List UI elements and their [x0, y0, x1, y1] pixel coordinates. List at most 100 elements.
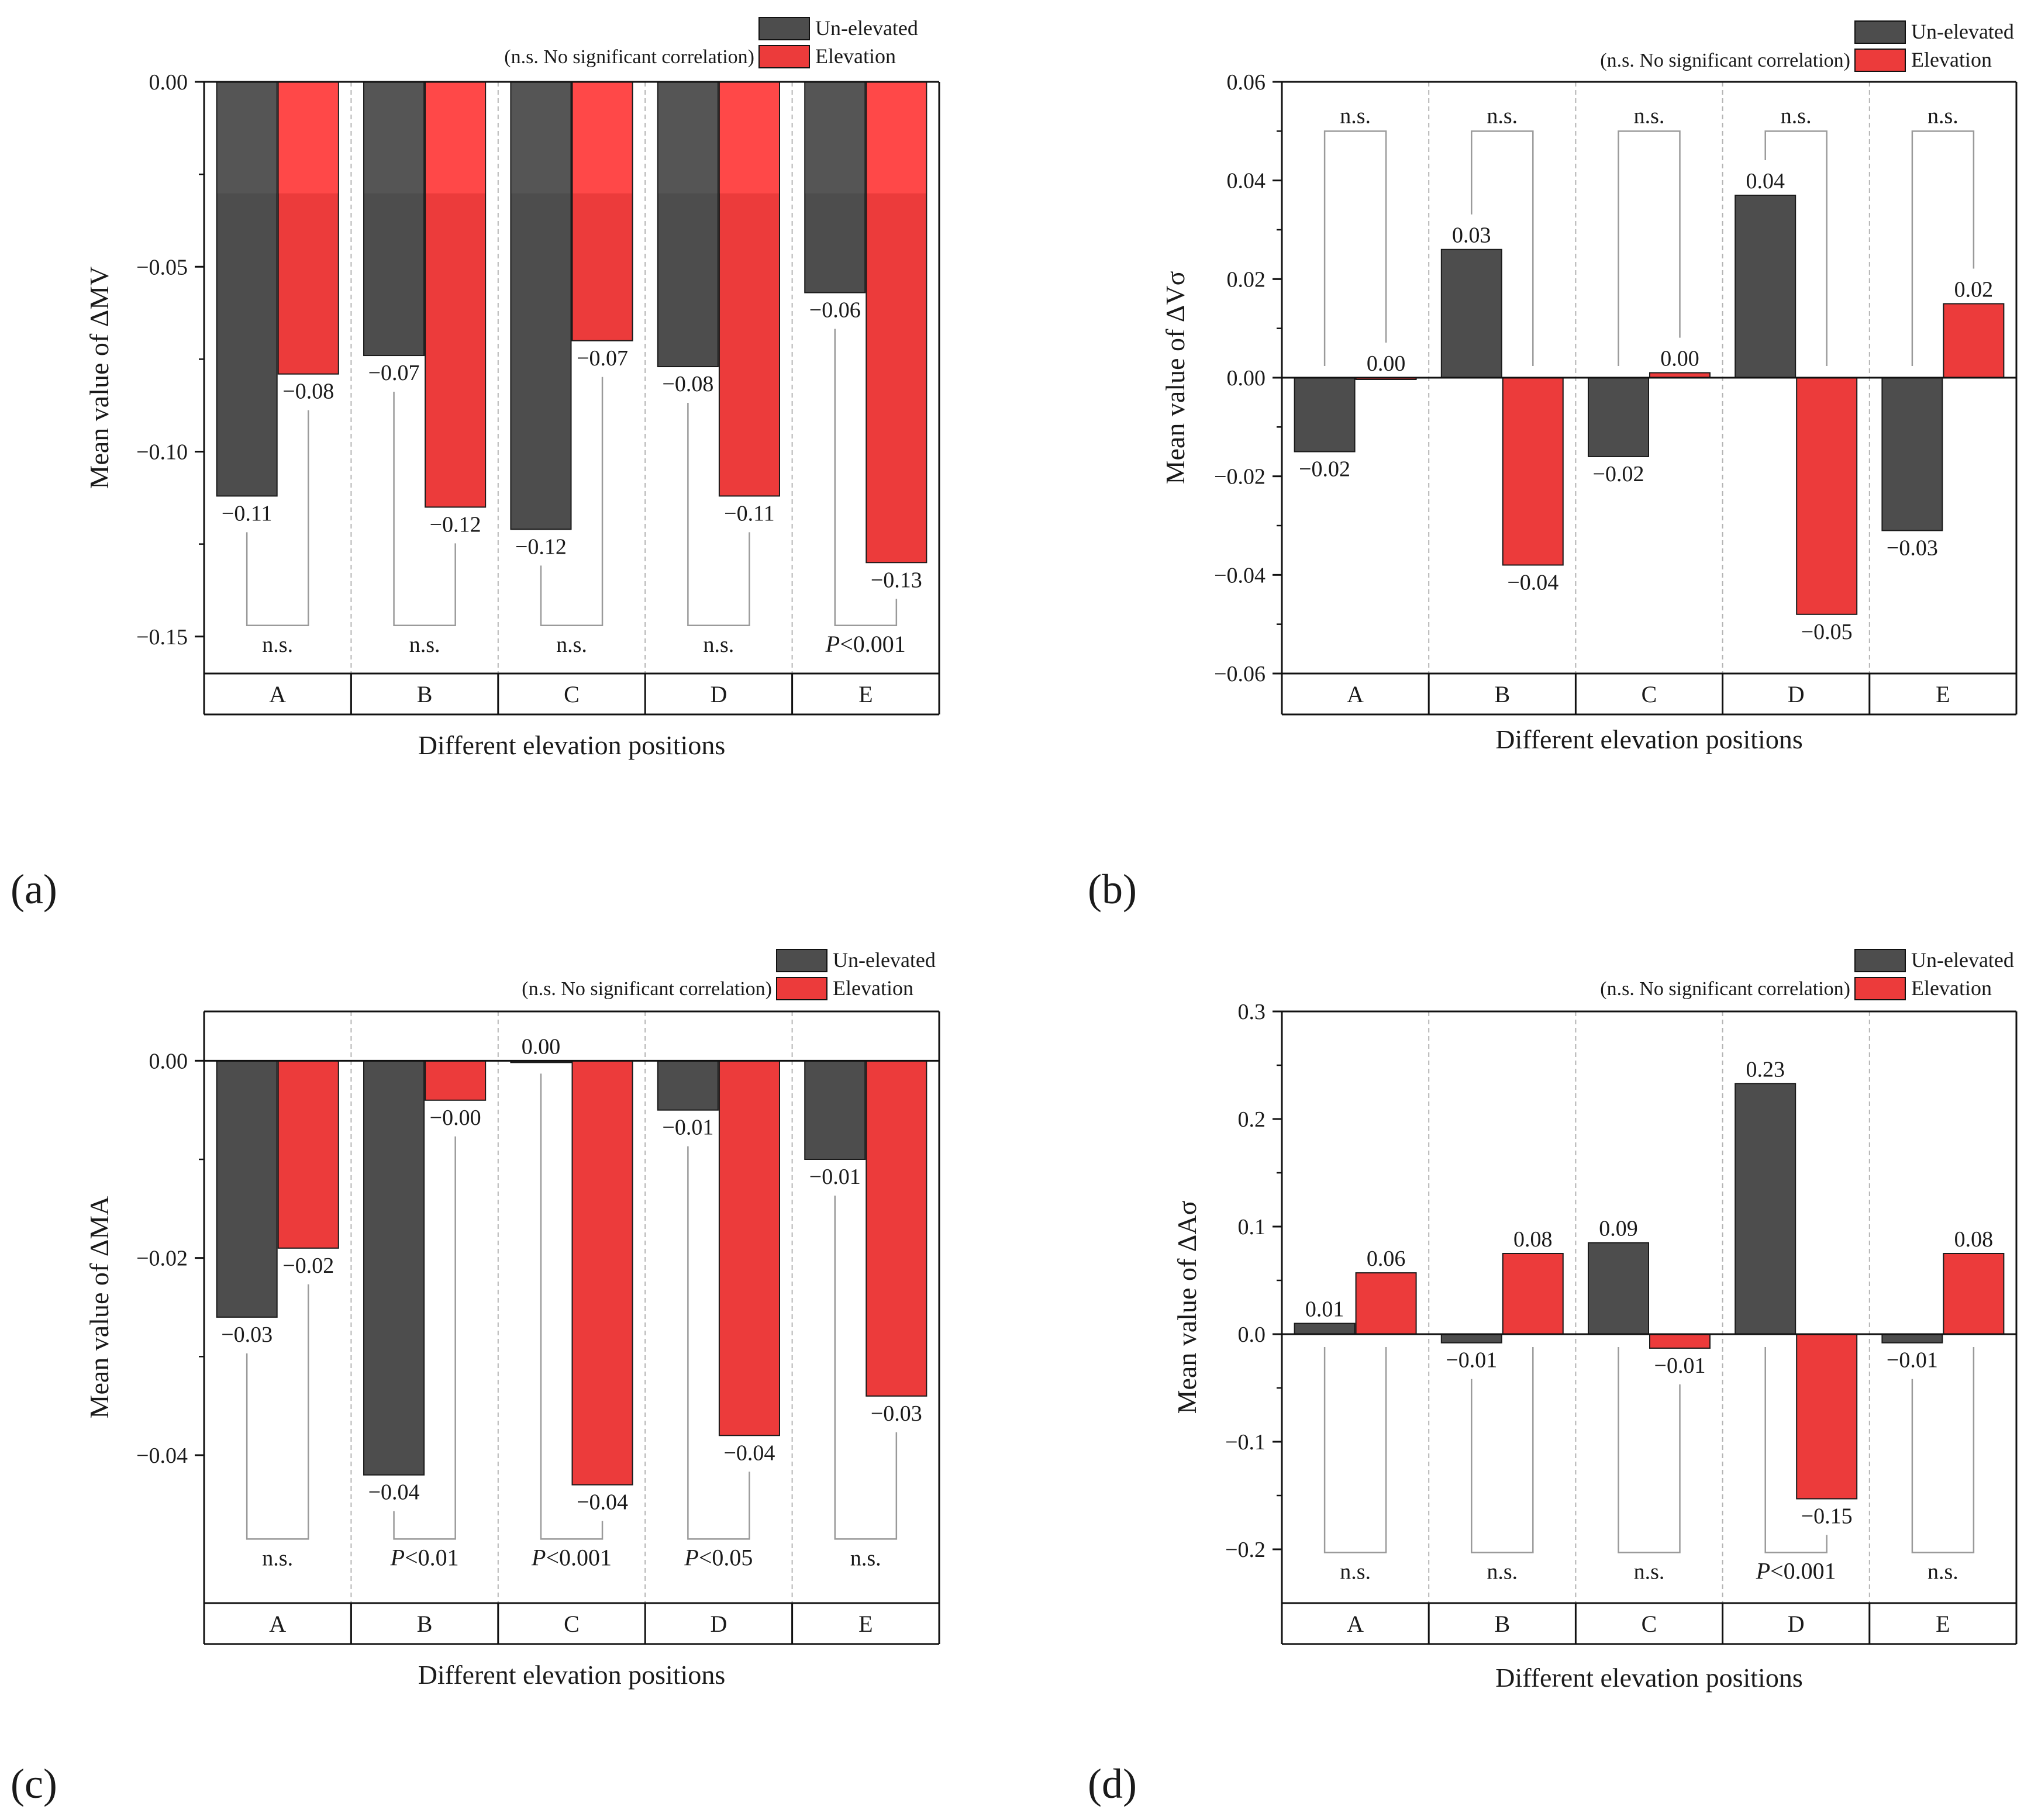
significance-bracket: [540, 1073, 604, 1540]
bar-elevation: [425, 1060, 487, 1101]
category-label: C: [564, 1611, 580, 1637]
chart-panel-b: (b) −0.02 0.03 −0.02 0.04 −0.03 0.00 −0.04 0.00 −…: [1088, 20, 2018, 913]
bar-value-label: −0.03: [1887, 536, 1938, 560]
panel-label: (c): [11, 1760, 57, 1807]
significance-label: n.s.: [1487, 103, 1518, 128]
legend-swatch-elevation: [776, 977, 827, 1000]
category-label: C: [1642, 681, 1657, 707]
legend-label-elevation: Elevation: [815, 44, 896, 68]
category-label: E: [858, 681, 873, 707]
bar-value-label: −0.12: [430, 512, 481, 537]
bar-value-label: −0.13: [871, 568, 922, 592]
panel-label: (d): [1088, 1760, 1137, 1807]
significance-bracket: [834, 1196, 898, 1540]
bar-value-label: 0.01: [1305, 1297, 1344, 1322]
bar-value-label: −0.02: [282, 1253, 334, 1278]
bar-unelevated: [1881, 377, 1943, 531]
bar-unelevated: [804, 1060, 866, 1161]
bar-unelevated: [1440, 248, 1502, 378]
significance-label: n.s.: [1927, 1560, 1958, 1584]
bar-value-label: 0.00: [522, 1034, 561, 1059]
significance-label: P<0.05: [684, 1544, 753, 1570]
bar-value-label: −0.04: [577, 1490, 628, 1515]
legend-swatch-elevation: [758, 45, 810, 68]
bar-unelevated-highlight: [805, 82, 865, 194]
bar-elevation: [718, 1060, 780, 1436]
significance-bracket: [1323, 1347, 1387, 1553]
bar-elevation: [1355, 1272, 1417, 1335]
significance-bracket: [1618, 1347, 1681, 1553]
significance-label: n.s.: [1634, 1560, 1665, 1584]
y-tick-label: −0.1: [1225, 1430, 1266, 1455]
legend-swatch-unelevated: [1854, 20, 1906, 44]
bar-value-label: −0.11: [222, 501, 273, 526]
legend-label-unelevated: Un-elevated: [815, 16, 918, 40]
y-tick-label: 0.00: [149, 1049, 188, 1073]
y-tick-label: −0.02: [1214, 465, 1266, 489]
y-tick-label: −0.04: [136, 1443, 188, 1468]
y-tick-label: −0.15: [136, 625, 188, 650]
significance-label: n.s.: [850, 1546, 881, 1570]
bar-value-label: −0.01: [809, 1165, 861, 1189]
bar-value-label: 0.08: [1513, 1227, 1553, 1252]
bar-unelevated: [216, 1060, 278, 1318]
category-label: B: [1494, 681, 1510, 707]
bar-value-label: −0.08: [282, 379, 334, 404]
bar-elevation: [865, 1060, 927, 1397]
legend-swatch-unelevated: [758, 17, 810, 40]
x-axis-title: Different elevation positions: [418, 1660, 725, 1690]
significance-bracket: [1911, 130, 1975, 366]
panel-label: (a): [11, 866, 57, 913]
legend-label-elevation: Elevation: [833, 976, 913, 1000]
legend-swatch-unelevated: [1854, 949, 1906, 972]
bar-value-label: −0.07: [368, 361, 420, 385]
category-label: A: [1347, 1611, 1364, 1637]
significance-label: P<0.001: [825, 631, 906, 657]
bar-elevation-highlight: [719, 82, 779, 194]
significance-label: n.s.: [1634, 103, 1665, 128]
significance-bracket: [246, 410, 309, 627]
legend-note: (n.s. No significant correlation): [504, 46, 754, 68]
bar-value-label: −0.00: [430, 1106, 481, 1130]
significance-bracket: [1471, 130, 1534, 366]
bar-unelevated-highlight: [511, 82, 571, 194]
significance-label: P<0.001: [1756, 1558, 1836, 1584]
y-axis-title: Mean value of ΔVσ: [1160, 271, 1190, 484]
legend-label-elevation: Elevation: [1911, 48, 1992, 71]
significance-bracket: [834, 329, 898, 627]
significance-bracket: [687, 403, 750, 627]
category-label: B: [417, 681, 433, 707]
significance-label: n.s.: [1781, 103, 1812, 128]
legend-swatch-unelevated: [776, 949, 827, 972]
bar-value-label: 0.00: [1367, 351, 1406, 376]
y-axis-title: Mean value of ΔMV: [84, 267, 114, 489]
bar-elevation: [1502, 1253, 1564, 1335]
bar-value-label: −0.04: [1507, 570, 1558, 595]
y-axis-title: Mean value of ΔMA: [84, 1196, 114, 1419]
category-label: E: [1936, 681, 1950, 707]
y-tick-label: −0.2: [1225, 1538, 1266, 1562]
significance-bracket: [393, 392, 456, 627]
y-axis-title: Mean value of ΔAσ: [1172, 1200, 1202, 1414]
x-axis-title: Different elevation positions: [1495, 1663, 1802, 1693]
bar-elevation-highlight: [278, 82, 338, 194]
significance-label: P<0.001: [531, 1544, 612, 1570]
bar-value-label: −0.01: [662, 1116, 713, 1140]
bar-elevation: [1502, 377, 1564, 566]
significance-bracket: [1323, 130, 1387, 366]
bar-value-label: −0.01: [1654, 1353, 1706, 1378]
bar-unelevated: [1881, 1334, 1943, 1344]
bar-elevation-highlight: [867, 82, 926, 194]
category-label: D: [1788, 1611, 1805, 1637]
category-label: C: [564, 681, 580, 707]
bar-elevation: [571, 1060, 633, 1486]
y-tick-label: 0.00: [1227, 366, 1266, 391]
y-tick-label: 0.06: [1227, 70, 1266, 95]
category-label: B: [1494, 1611, 1510, 1637]
category-label: D: [1788, 681, 1805, 707]
significance-label: n.s.: [556, 633, 587, 657]
y-tick-label: −0.02: [136, 1246, 188, 1271]
y-tick-label: 0.00: [149, 70, 188, 95]
significance-label: n.s.: [704, 633, 735, 657]
